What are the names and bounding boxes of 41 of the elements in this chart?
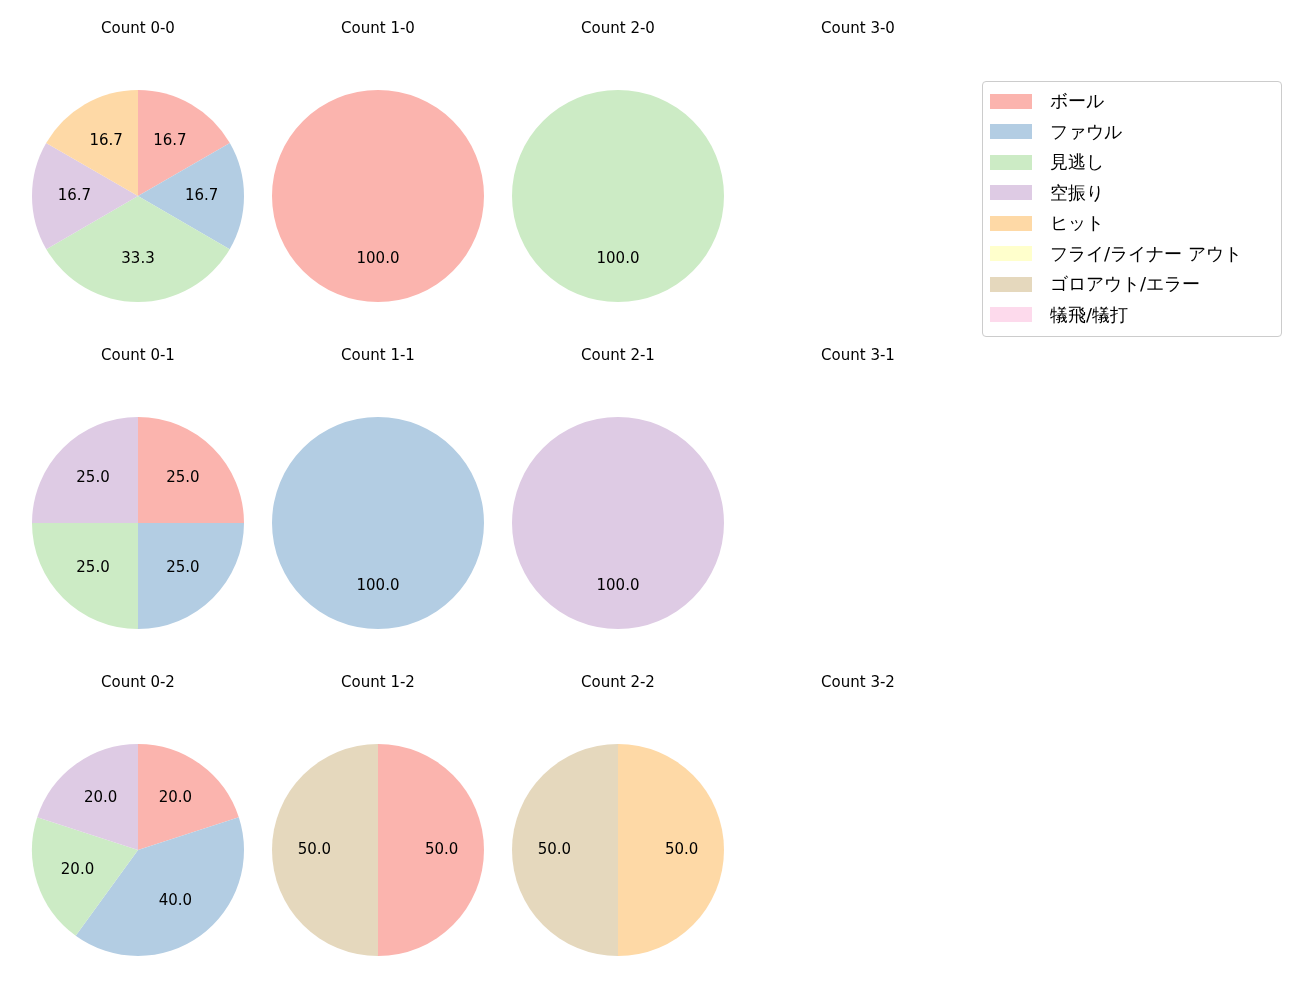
data-label: 25.0 [76, 467, 110, 486]
data-label: 100.0 [596, 576, 640, 595]
legend-label: ファウル [1050, 119, 1122, 144]
data-label: 100.0 [596, 249, 640, 268]
data-label: 50.0 [664, 839, 699, 858]
data-label: 25.0 [166, 557, 200, 576]
text: Count 3-1 [821, 345, 895, 364]
data-label: 50.0 [424, 839, 459, 858]
data-label: 100.0 [356, 576, 400, 595]
legend-label: ボール [1050, 89, 1104, 114]
legend-label: ゴロアウト/エラー [1050, 272, 1201, 297]
data-label: 100.0 [356, 249, 400, 268]
chart-title: Count 0-2 [101, 672, 175, 691]
chart-title: Count 1-1 [341, 345, 415, 364]
data-label: 16.7 [89, 130, 123, 149]
chart-title: Count 0-1 [101, 345, 175, 364]
legend-label: ヒット [1050, 211, 1104, 236]
text: Count 3-2 [821, 672, 895, 691]
chart-title: Count 2-2 [581, 672, 655, 691]
chart-title: Count 0-0 [101, 18, 175, 37]
legend-label: 見逃し [1050, 150, 1104, 175]
legend-label: 犠飛/犠打 [1050, 302, 1129, 327]
data-label: 50.0 [297, 839, 332, 858]
chart-title: Count 2-0 [581, 18, 655, 37]
data-label: 20.0 [60, 859, 95, 878]
chart-title: Count 1-0 [341, 18, 415, 37]
data-label: 25.0 [76, 557, 110, 576]
data-label: 40.0 [158, 891, 193, 910]
legend-label: 空振り [1050, 180, 1104, 205]
data-label: 16.7 [153, 130, 187, 149]
data-label: 16.7 [57, 185, 92, 204]
text: Count 3-0 [821, 18, 895, 37]
legend-label: フライ/ライナー アウト [1050, 241, 1242, 266]
data-label: 25.0 [166, 467, 200, 486]
chart-title: Count 2-1 [581, 345, 655, 364]
data-label: 16.7 [184, 185, 219, 204]
chart-title: Count 1-2 [341, 672, 415, 691]
data-label: 20.0 [83, 788, 118, 807]
data-label: 33.3 [121, 249, 155, 268]
data-label: 20.0 [158, 788, 193, 807]
data-label: 50.0 [537, 839, 572, 858]
